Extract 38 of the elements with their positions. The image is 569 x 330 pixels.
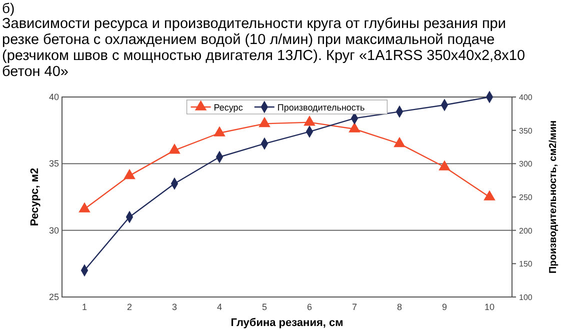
- point: [348, 122, 360, 132]
- y-tick-label: 40: [48, 92, 59, 102]
- y2-tick-label: 300: [519, 160, 533, 169]
- x-axis-title: Глубина резания, см: [230, 317, 344, 329]
- point: [124, 168, 136, 180]
- point: [484, 190, 496, 200]
- y-tick-label: 25: [48, 292, 59, 302]
- point: [438, 160, 450, 170]
- x-tick-label: 5: [262, 302, 268, 312]
- x-tick-label: 9: [442, 302, 448, 312]
- y2-tick-label: 350: [519, 126, 533, 136]
- x-tick-label: 10: [484, 302, 495, 312]
- y2-axis-title: Производительность, см2/мин: [548, 120, 559, 274]
- x-tick-label: 8: [396, 302, 402, 312]
- point: [304, 116, 316, 126]
- chart-title: Зависимости ресурса и производительности круга от глубины резания при резке бетона с охлаждением водой (10 л/мин) при максимальной подаче (резчиком швов с мощностью двигателя 13ЛС). Круг «1A1RSS 350x40x2,8x10 бетон 40»: [2, 16, 526, 80]
- y2-tick-label: 200: [519, 226, 533, 236]
- point: [78, 202, 90, 212]
- y2-tick-label: 100: [519, 293, 533, 302]
- x-tick-label: 6: [306, 302, 312, 312]
- text: б): [2, 0, 15, 16]
- x-tick-label: 4: [216, 302, 222, 312]
- point: [168, 144, 180, 154]
- y-tick-label: 35: [48, 158, 59, 169]
- y2-tick-label: 250: [519, 193, 533, 202]
- point: [394, 136, 406, 148]
- y2-tick-label: 150: [519, 260, 533, 269]
- y-axis-title: Ресурс, м2: [29, 168, 41, 226]
- x-tick-label: 7: [352, 302, 358, 312]
- legend-label: Ресурс: [214, 102, 244, 112]
- point: [258, 116, 270, 128]
- point: [214, 126, 226, 136]
- y2-tick-label: 400: [519, 93, 533, 102]
- legend-label: Производительность: [277, 102, 366, 112]
- y-tick-label: 30: [48, 225, 59, 236]
- x-tick-label: 1: [82, 302, 88, 312]
- x-tick-label: 2: [126, 302, 132, 312]
- x-tick-label: 3: [172, 302, 178, 312]
